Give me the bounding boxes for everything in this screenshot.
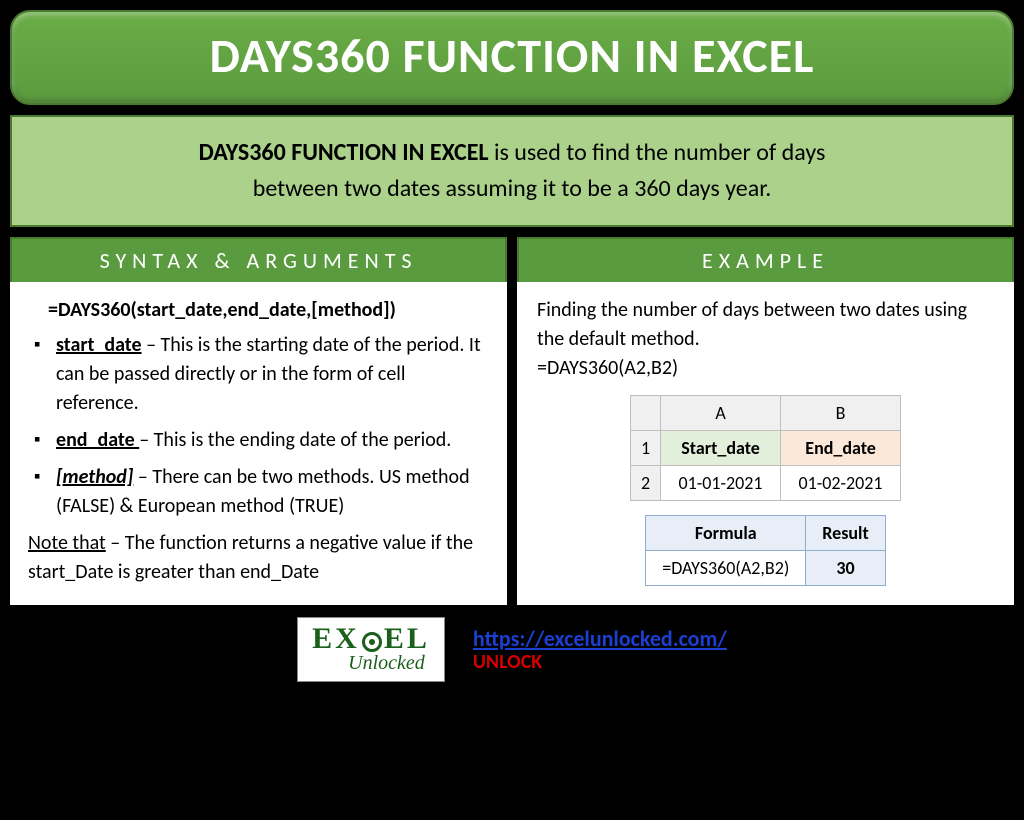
result-value: 30 [806,551,885,586]
title-banner: DAYS360 FUNCTION IN EXCEL [10,10,1014,105]
arg-desc: – This is the ending date of the period. [139,428,451,452]
syntax-note: Note that – The function returns a negat… [28,529,489,587]
arg-name: end_date [56,428,139,452]
syntax-panel: SYNTAX & ARGUMENTS =DAYS360(start_date,e… [10,237,507,605]
logo-top: EX EL [312,622,430,656]
arg-name: start_date [56,333,142,357]
example-body: Finding the number of days between two d… [517,282,1014,605]
grid-h1: Start_date [661,431,781,466]
grid-v1: 01-01-2021 [661,466,781,501]
example-grid: A B 1 Start_date End_date 2 01-01-2021 0… [630,395,901,501]
example-header: EXAMPLE [517,237,1014,282]
logo-right: EL [384,622,430,656]
example-lead2: =DAYS360(A2,B2) [537,354,994,383]
arg-list: start_date – This is the starting date o… [28,331,489,521]
grid-h2: End_date [781,431,901,466]
result-formula: =DAYS360(A2,B2) [646,551,806,586]
result-col-formula: Formula [646,516,806,551]
grid-colA: A [661,396,781,431]
grid-v2: 01-02-2021 [781,466,901,501]
arg-name: [method] [56,465,133,489]
intro-bold: DAYS360 FUNCTION IN EXCEL [199,138,489,167]
arg-item: [method] – There can be two methods. US … [28,463,489,521]
example-panel: EXAMPLE Finding the number of days betwe… [517,237,1014,605]
footer-links: https://excelunlocked.com/ UNLOCK [473,625,727,674]
logo-left: EX [312,622,360,656]
syntax-body: =DAYS360(start_date,end_date,[method]) s… [10,282,507,605]
grid-row2: 2 [630,466,660,501]
footer: EX EL Unlocked https://excelunlocked.com… [10,617,1014,682]
grid-corner [630,396,660,431]
logo: EX EL Unlocked [297,617,445,682]
example-lead1: Finding the number of days between two d… [537,296,994,354]
syntax-header: SYNTAX & ARGUMENTS [10,237,507,282]
grid-colB: B [781,396,901,431]
lock-icon [362,632,382,652]
intro-rest2: between two dates assuming it to be a 36… [253,174,772,203]
arg-item: start_date – This is the starting date o… [28,331,489,418]
result-table: Formula Result =DAYS360(A2,B2) 30 [645,515,885,586]
syntax-formula: =DAYS360(start_date,end_date,[method]) [28,296,489,325]
arg-item: end_date – This is the ending date of th… [28,426,489,455]
intro-box: DAYS360 FUNCTION IN EXCEL is used to fin… [10,115,1014,227]
columns: SYNTAX & ARGUMENTS =DAYS360(start_date,e… [10,237,1014,605]
footer-unlock: UNLOCK [473,650,727,674]
note-label: Note that [28,531,106,555]
grid-row1: 1 [630,431,660,466]
result-col-result: Result [806,516,885,551]
footer-url[interactable]: https://excelunlocked.com/ [473,625,727,652]
intro-rest1: is used to find the number of days [489,138,826,167]
